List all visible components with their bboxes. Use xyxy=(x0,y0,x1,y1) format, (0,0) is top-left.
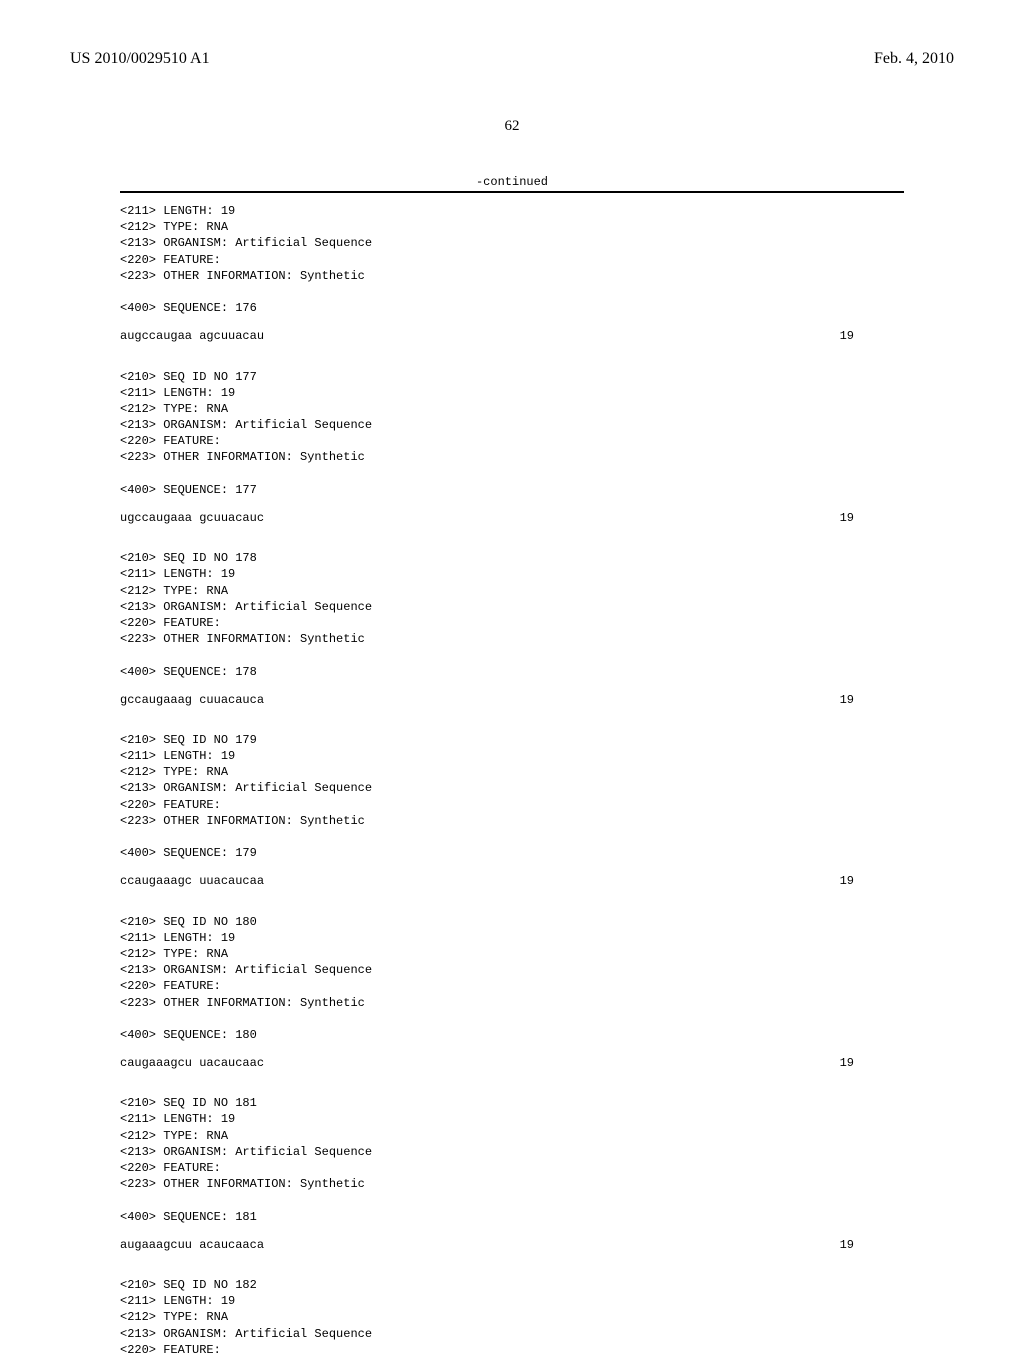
sequence-listing-container: <211> LENGTH: 19 <212> TYPE: RNA <213> O… xyxy=(70,203,954,1358)
sequence-header: <210> SEQ ID NO 177 <211> LENGTH: 19 <21… xyxy=(120,369,904,499)
sequence-length: 19 xyxy=(840,1055,854,1071)
sequence-row: augaaagcuu acaucaaca 19 xyxy=(120,1237,854,1253)
sequence-header: <210> SEQ ID NO 182 <211> LENGTH: 19 <21… xyxy=(120,1277,904,1358)
sequence-text: ugccaugaaa gcuuacauc xyxy=(120,510,264,526)
sequence-length: 19 xyxy=(840,510,854,526)
sequence-text: augccaugaa agcuuacau xyxy=(120,328,264,344)
sequence-header: <210> SEQ ID NO 179 <211> LENGTH: 19 <21… xyxy=(120,732,904,862)
sequence-length: 19 xyxy=(840,1237,854,1253)
sequence-row: caugaaagcu uacaucaac 19 xyxy=(120,1055,854,1071)
page-number: 62 xyxy=(70,118,954,135)
continued-label: -continued xyxy=(70,175,954,189)
sequence-header: <210> SEQ ID NO 180 <211> LENGTH: 19 <21… xyxy=(120,914,904,1044)
sequence-row: augccaugaa agcuuacau 19 xyxy=(120,328,854,344)
page-header: US 2010/0029510 A1 Feb. 4, 2010 xyxy=(70,50,954,68)
sequence-text: ccaugaaagc uuacaucaa xyxy=(120,873,264,889)
sequence-header: <210> SEQ ID NO 181 <211> LENGTH: 19 <21… xyxy=(120,1095,904,1225)
publication-number: US 2010/0029510 A1 xyxy=(70,50,210,68)
sequence-text: gccaugaaag cuuacauca xyxy=(120,692,264,708)
sequence-text: augaaagcuu acaucaaca xyxy=(120,1237,264,1253)
sequence-length: 19 xyxy=(840,328,854,344)
sequence-row: ugccaugaaa gcuuacauc 19 xyxy=(120,510,854,526)
publication-date: Feb. 4, 2010 xyxy=(874,50,954,68)
sequence-length: 19 xyxy=(840,692,854,708)
sequence-text: caugaaagcu uacaucaac xyxy=(120,1055,264,1071)
separator-line xyxy=(120,191,904,193)
sequence-header: <211> LENGTH: 19 <212> TYPE: RNA <213> O… xyxy=(120,203,904,316)
sequence-length: 19 xyxy=(840,873,854,889)
sequence-header: <210> SEQ ID NO 178 <211> LENGTH: 19 <21… xyxy=(120,550,904,680)
sequence-row: ccaugaaagc uuacaucaa 19 xyxy=(120,873,854,889)
sequence-row: gccaugaaag cuuacauca 19 xyxy=(120,692,854,708)
